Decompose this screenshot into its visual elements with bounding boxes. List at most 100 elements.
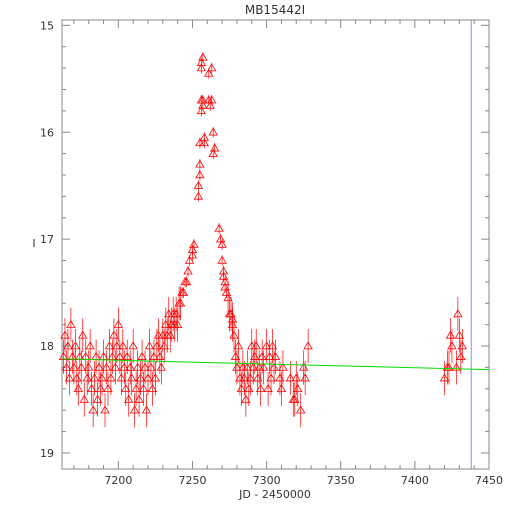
triangle-marker — [447, 341, 457, 350]
triangle-marker — [103, 384, 113, 393]
data-point — [187, 249, 198, 261]
triangle-marker — [150, 373, 161, 382]
triangle-marker — [140, 362, 150, 371]
triangle-marker — [104, 341, 115, 350]
triangle-marker — [146, 362, 156, 371]
triangle-marker — [69, 362, 79, 371]
triangle-marker — [124, 394, 134, 403]
triangle-marker — [451, 362, 462, 371]
data-point — [118, 328, 128, 364]
x-tick-label: 7350 — [327, 474, 355, 487]
triangle-marker — [89, 373, 100, 382]
data-point — [199, 137, 210, 149]
data-point — [445, 318, 456, 353]
x-axis: 7200 7250 7300 7350 7400 7450 — [73, 20, 503, 487]
data-point — [78, 318, 88, 353]
data-point — [116, 361, 127, 396]
data-point — [72, 361, 82, 396]
data-point — [257, 339, 267, 374]
triangle-marker — [141, 405, 152, 414]
triangle-marker — [92, 394, 103, 403]
y-tick-label: 18 — [40, 340, 54, 353]
data-point — [196, 105, 207, 117]
triangle-marker — [456, 351, 466, 360]
triangle-marker — [275, 373, 285, 382]
data-point — [207, 62, 217, 74]
data-points — [58, 52, 468, 428]
triangle-marker — [229, 330, 239, 339]
data-point — [124, 382, 134, 417]
data-point — [214, 223, 224, 234]
triangle-marker — [261, 341, 272, 350]
triangle-marker — [137, 351, 147, 360]
triangle-marker — [107, 351, 118, 360]
triangle-marker — [266, 373, 276, 382]
data-point — [195, 137, 205, 149]
data-point — [453, 296, 463, 332]
data-point — [76, 350, 86, 385]
data-point — [156, 350, 167, 385]
triangle-marker — [444, 362, 454, 371]
triangle-marker — [58, 351, 69, 360]
data-point — [258, 350, 269, 385]
triangle-marker — [257, 351, 267, 360]
triangle-marker — [95, 384, 106, 393]
data-point — [275, 361, 285, 396]
triangle-marker — [223, 293, 233, 302]
triangle-marker — [144, 341, 155, 350]
triangle-marker — [233, 341, 244, 350]
triangle-marker — [88, 405, 98, 414]
triangle-marker — [269, 362, 279, 371]
data-point — [285, 361, 296, 396]
triangle-marker — [218, 271, 229, 280]
triangle-marker — [60, 330, 70, 339]
triangle-marker — [242, 362, 253, 371]
data-point — [100, 393, 110, 428]
y-tick-label: 17 — [40, 233, 54, 246]
data-point — [73, 371, 84, 406]
data-point — [126, 361, 137, 396]
triangle-marker — [196, 63, 207, 72]
triangle-marker — [241, 394, 251, 403]
triangle-marker — [110, 362, 121, 371]
data-point — [70, 328, 81, 364]
y-tick-label: 19 — [40, 447, 54, 460]
data-point — [143, 361, 153, 396]
data-point — [207, 94, 217, 106]
triangle-marker — [66, 319, 76, 328]
data-point — [439, 361, 450, 396]
triangle-marker — [226, 309, 236, 318]
data-point — [198, 94, 208, 106]
data-point — [451, 350, 462, 385]
triangle-marker — [131, 384, 141, 393]
triangle-marker — [181, 277, 192, 286]
data-point — [63, 328, 73, 364]
data-point — [129, 393, 140, 428]
data-point — [447, 328, 457, 364]
triangle-marker — [267, 341, 278, 350]
triangle-marker — [445, 330, 456, 339]
data-point — [172, 307, 183, 342]
triangle-marker — [94, 362, 104, 371]
triangle-marker — [125, 362, 135, 371]
data-point — [110, 350, 121, 385]
triangle-marker — [196, 57, 207, 66]
data-point — [241, 382, 251, 417]
triangle-marker — [83, 362, 94, 371]
triangle-marker — [270, 351, 281, 360]
triangle-marker — [172, 319, 183, 328]
data-point — [195, 158, 205, 170]
triangle-marker — [128, 341, 138, 350]
triangle-marker — [453, 309, 463, 318]
data-point — [97, 361, 107, 396]
triangle-marker — [109, 330, 119, 339]
data-point — [198, 52, 208, 63]
triangle-marker — [116, 373, 127, 382]
triangle-marker — [208, 148, 218, 157]
triangle-marker — [245, 373, 255, 382]
data-point — [245, 361, 255, 396]
y-tick-label: 16 — [40, 126, 54, 139]
triangle-marker — [210, 143, 220, 152]
triangle-marker — [149, 351, 159, 360]
triangle-marker — [82, 373, 92, 382]
